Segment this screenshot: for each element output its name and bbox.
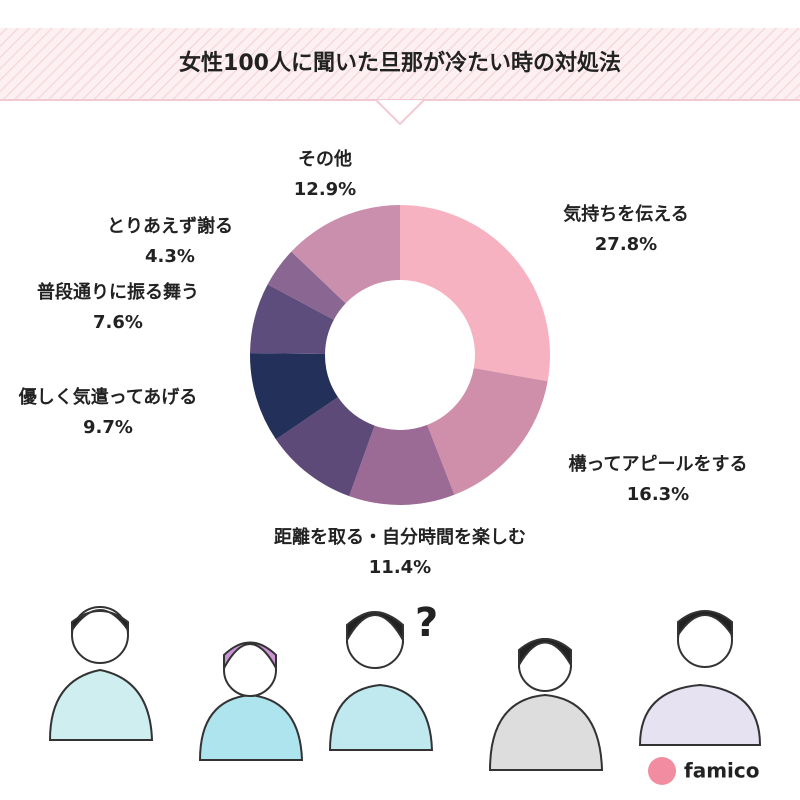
value-label: 9.7% bbox=[83, 417, 133, 438]
wedge bbox=[275, 397, 375, 497]
wedge bbox=[400, 205, 550, 382]
wedge bbox=[349, 424, 455, 505]
category-label: 構ってアピールをする bbox=[568, 453, 747, 475]
category-label: その他 bbox=[298, 148, 352, 170]
category-label: 気持ちを伝える bbox=[563, 203, 688, 225]
category-label: 普段通りに振る舞う bbox=[37, 281, 199, 303]
wedge bbox=[250, 284, 334, 355]
title-banner bbox=[0, 28, 800, 100]
brand-name: famico bbox=[684, 759, 760, 783]
value-label: 11.4% bbox=[369, 557, 431, 578]
banner-notch bbox=[375, 99, 425, 126]
value-label: 4.3% bbox=[145, 246, 195, 267]
category-label: 優しく気遣ってあげる bbox=[18, 386, 198, 408]
illustrations: ? bbox=[48, 600, 762, 771]
wedge bbox=[291, 205, 400, 304]
value-label: 27.8% bbox=[595, 234, 657, 255]
svg-text:?: ? bbox=[415, 600, 438, 646]
value-label: 16.3% bbox=[627, 484, 689, 505]
brand-icon bbox=[648, 757, 676, 785]
value-label: 12.9% bbox=[294, 179, 356, 200]
wedge bbox=[250, 353, 338, 440]
value-label: 7.6% bbox=[93, 312, 143, 333]
category-label: とりあえず謝る bbox=[107, 215, 233, 237]
category-label: 距離を取る・自分時間を楽しむ bbox=[274, 526, 526, 548]
wedge bbox=[427, 368, 548, 495]
wedges bbox=[250, 205, 550, 505]
wedge bbox=[267, 251, 346, 320]
chart-title: 女性100人に聞いた旦那が冷たい時の対処法 bbox=[179, 50, 621, 76]
